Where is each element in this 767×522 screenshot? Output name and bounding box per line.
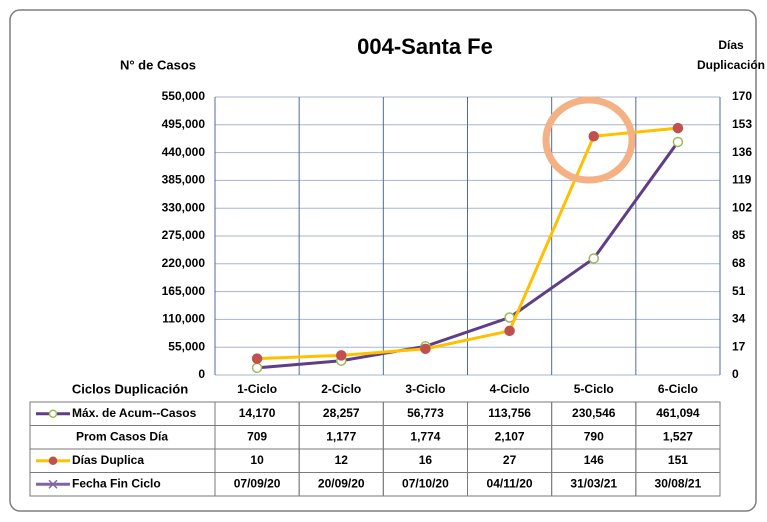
point <box>672 136 684 148</box>
table-value: 27 <box>503 453 517 467</box>
legend-label: Prom Casos Día <box>76 429 168 443</box>
chart-title: 004-Santa Fe <box>357 34 493 59</box>
y-tick-label: 165,000 <box>162 284 206 298</box>
point <box>251 362 263 374</box>
y2-tick-label: 51 <box>732 284 746 298</box>
point <box>504 325 515 337</box>
y2-tick-label: 34 <box>732 312 746 326</box>
y2-tick-label: 68 <box>732 256 746 270</box>
y2-tick-label: 170 <box>732 89 752 103</box>
legend-marker <box>48 456 58 465</box>
y2-tick-label: 85 <box>732 228 746 242</box>
table-value: 12 <box>335 453 349 467</box>
table-value: 10 <box>250 453 264 467</box>
y-tick-label: 385,000 <box>162 173 206 187</box>
table-value: 1,774 <box>410 429 440 443</box>
x-tick-label: 1-Ciclo <box>237 382 277 396</box>
y-tick-label: 55,000 <box>168 339 205 353</box>
highlight-circle <box>542 96 636 184</box>
table-value: 20/09/20 <box>318 476 365 490</box>
series-line <box>256 141 680 370</box>
table-value: 31/03/21 <box>570 476 617 490</box>
y2-axis-title: Duplicación <box>697 58 765 72</box>
y-tick-label: 110,000 <box>162 312 205 326</box>
y2-tick-label: 153 <box>732 117 752 131</box>
table-cell <box>635 472 721 497</box>
y2-tick-label: 0 <box>732 367 739 381</box>
legend-label: Fecha Fin Ciclo <box>72 476 161 490</box>
x-tick-label: 6-Ciclo <box>658 382 698 396</box>
table-value: 151 <box>668 453 688 467</box>
series-line <box>257 126 679 361</box>
y2-tick-label: 102 <box>732 200 752 214</box>
point <box>251 353 263 364</box>
y-tick-label: 550,000 <box>162 89 206 103</box>
table-value: 1,177 <box>326 429 356 443</box>
legend-marker <box>48 409 58 418</box>
table-value: 461,094 <box>656 406 700 420</box>
y-tick-label: 0 <box>198 367 205 381</box>
y-tick-label: 220,000 <box>162 256 206 270</box>
table-value: 16 <box>419 453 433 467</box>
y-axis-title: N° de Casos <box>120 57 196 72</box>
table-value: 709 <box>247 429 267 443</box>
x-tick-label: 3-Ciclo <box>405 382 445 396</box>
table-value: 28,257 <box>323 406 360 420</box>
legend-label: Máx. de Acum--Casos <box>72 406 197 420</box>
table-value: 2,107 <box>495 429 525 443</box>
point <box>588 253 599 264</box>
y2-axis-title: Días <box>718 38 744 52</box>
table-value: 1,527 <box>663 429 693 443</box>
legend-label: Días Duplica <box>72 453 144 467</box>
table-value: 30/08/21 <box>655 476 702 490</box>
table-header: Ciclos Duplicación <box>72 381 188 396</box>
x-tick-label: 4-Ciclo <box>490 382 530 396</box>
point <box>672 122 684 134</box>
point <box>336 350 347 361</box>
legend-marker <box>48 479 58 489</box>
y-tick-label: 440,000 <box>162 145 206 159</box>
table-value: 14,170 <box>239 406 276 420</box>
x-tick-label: 2-Ciclo <box>321 382 361 396</box>
x-tick-label: 5-Ciclo <box>574 382 614 396</box>
table-value: 04/11/20 <box>487 476 533 490</box>
y2-tick-label: 136 <box>732 145 752 159</box>
table-value: 113,756 <box>488 406 531 420</box>
table-value: 56,773 <box>407 406 444 420</box>
point <box>588 130 599 142</box>
table-value: 146 <box>584 453 604 467</box>
point <box>420 343 431 355</box>
table-value: 230,546 <box>572 406 616 420</box>
y-tick-label: 495,000 <box>162 117 206 131</box>
table-value: 790 <box>584 429 604 443</box>
y2-tick-label: 119 <box>732 173 752 187</box>
table-value: 07/10/20 <box>402 476 449 490</box>
y-tick-label: 275,000 <box>162 228 206 242</box>
y2-tick-label: 17 <box>732 339 746 353</box>
y-tick-label: 330,000 <box>162 200 206 214</box>
table-value: 07/09/20 <box>234 476 281 490</box>
